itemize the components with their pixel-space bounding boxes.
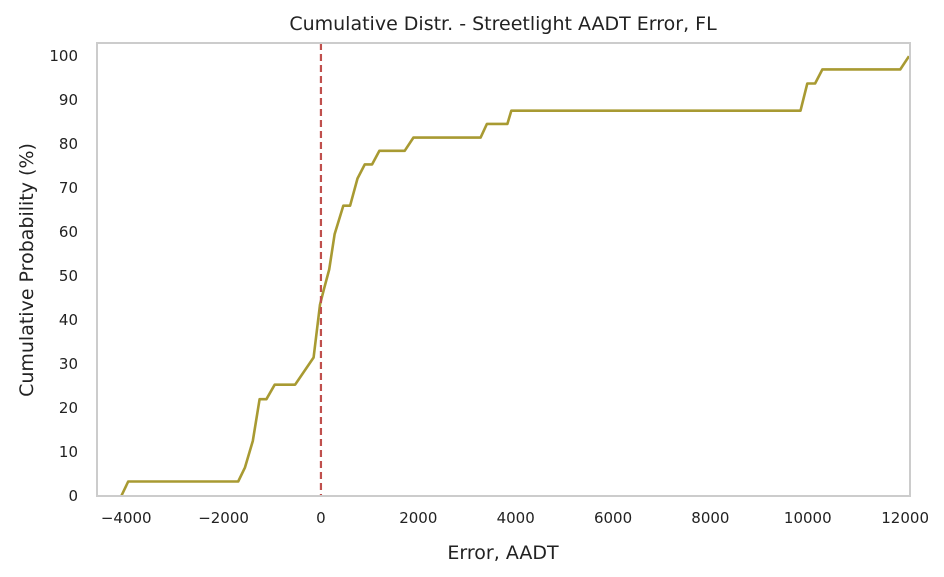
x-tick-label: 2000	[399, 509, 437, 527]
chart-title: Cumulative Distr. - Streetlight AADT Err…	[289, 13, 717, 35]
y-tick-label: 70	[59, 179, 78, 197]
x-axis-label: Error, AADT	[447, 542, 559, 564]
y-tick-label: 40	[59, 311, 78, 329]
y-axis-label: Cumulative Probability (%)	[16, 143, 38, 397]
y-tick-label: 50	[59, 267, 78, 285]
plot-area	[120, 43, 911, 497]
y-tick-label: 100	[49, 47, 78, 65]
y-tick-label: 80	[59, 135, 78, 153]
y-tick-label: 30	[59, 355, 78, 373]
series-line-0	[120, 55, 911, 497]
y-tick-label: 10	[59, 443, 78, 461]
y-tick-label: 20	[59, 399, 78, 417]
x-tick-label: −4000	[101, 509, 152, 527]
y-tick-label: 0	[68, 487, 78, 505]
x-tick-label: 12000	[881, 509, 929, 527]
y-tick-label: 60	[59, 223, 78, 241]
plot-frame	[96, 42, 911, 497]
x-axis-ticks: −4000 −2000 0 2000 4000 6000 8000 10000 12000	[101, 509, 929, 527]
x-tick-label: 8000	[691, 509, 729, 527]
x-tick-label: −2000	[198, 509, 249, 527]
y-axis-ticks: 0 10 20 30 40 50 60 70 80 90 100	[49, 47, 78, 505]
x-tick-label: 6000	[594, 509, 632, 527]
y-tick-label: 90	[59, 91, 78, 109]
x-tick-label: 0	[316, 509, 326, 527]
x-tick-label: 10000	[784, 509, 832, 527]
x-tick-label: 4000	[497, 509, 535, 527]
